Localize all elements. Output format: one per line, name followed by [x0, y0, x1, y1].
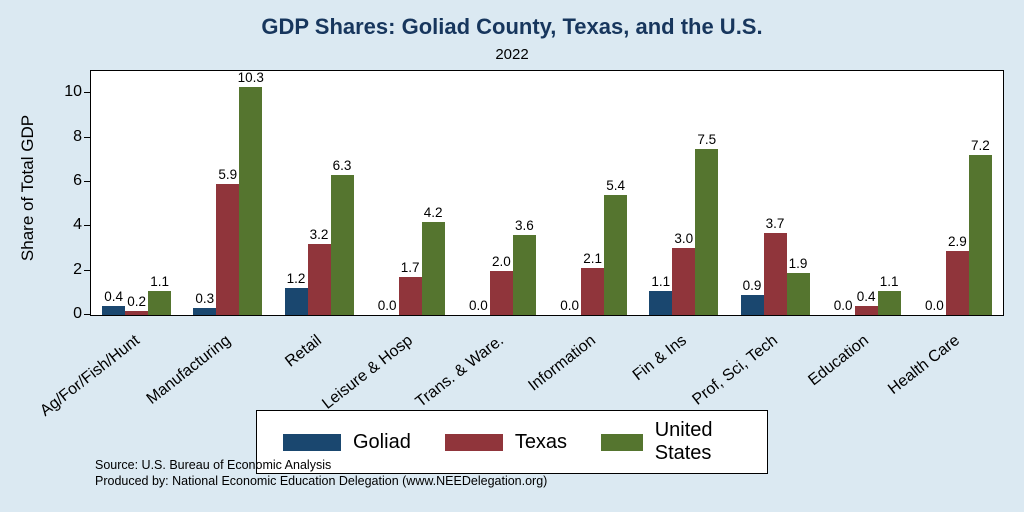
- bar-united-states: [604, 195, 628, 315]
- bar-united-states: [786, 272, 810, 315]
- legend-item-goliad: Goliad: [283, 431, 411, 454]
- bar-united-states: [330, 175, 354, 315]
- bar-value-label: 0.0: [560, 298, 579, 313]
- bar-texas: [125, 310, 149, 315]
- bar-value-label: 1.2: [286, 271, 306, 287]
- bar-value-label: 2.9: [948, 233, 967, 249]
- legend: Goliad Texas United States: [256, 410, 768, 474]
- bar-value-label: 1.1: [651, 273, 671, 289]
- bar-texas: [581, 268, 605, 315]
- bar-texas: [307, 244, 331, 315]
- bar-texas: [763, 232, 787, 315]
- y-tick-mark: [84, 225, 90, 227]
- source-note: Source: U.S. Bureau of Economic Analysis: [95, 458, 332, 472]
- legend-label: Texas: [514, 430, 568, 453]
- bar-value-label: 3.6: [515, 218, 534, 234]
- bar-value-label: 0.4: [104, 289, 123, 305]
- bar-value-label: 1.7: [400, 260, 420, 276]
- bar-value-label: 0.3: [195, 291, 215, 307]
- legend-swatch: [283, 433, 341, 451]
- bar-united-states: [512, 235, 536, 315]
- legend-swatch: [601, 433, 643, 451]
- bar-value-label: 7.5: [697, 131, 717, 147]
- bar-united-states: [148, 290, 172, 315]
- bar-value-label: 0.0: [469, 298, 488, 313]
- legend-swatch: [444, 433, 503, 451]
- y-tick-label: 0: [73, 305, 82, 322]
- bar-goliad: [102, 306, 126, 315]
- bar-value-label: 2.1: [583, 251, 602, 267]
- bar-goliad: [649, 290, 673, 315]
- bar-value-label: 6.3: [332, 158, 352, 174]
- bar-united-states: [421, 221, 445, 315]
- bar-value-label: 7.2: [971, 138, 990, 154]
- bar-value-label: 0.0: [833, 298, 853, 313]
- footnotes: Source: U.S. Bureau of Economic Analysis…: [95, 457, 547, 490]
- bar-value-label: 3.2: [309, 227, 329, 243]
- bar-value-label: 0.2: [127, 293, 146, 309]
- y-tick-mark: [84, 314, 90, 315]
- bar-value-label: 1.1: [879, 273, 899, 289]
- bar-value-label: 10.3: [237, 69, 264, 85]
- y-tick-label: 10: [64, 83, 82, 101]
- bar-united-states: [239, 86, 263, 315]
- bar-goliad: [740, 295, 764, 315]
- bar-value-label: 1.9: [788, 255, 808, 271]
- bar-texas: [398, 277, 422, 315]
- bar-united-states: [877, 290, 901, 315]
- legend-item-united-states: United States: [601, 419, 741, 465]
- bar-value-label: 3.7: [765, 215, 785, 231]
- legend-item-texas: Texas: [444, 430, 568, 454]
- y-tick-label: 6: [73, 171, 82, 189]
- chart-subtitle: 2022: [495, 46, 529, 63]
- y-tick-label: 2: [73, 260, 82, 278]
- bar-texas: [216, 184, 240, 315]
- y-tick-mark: [84, 180, 90, 182]
- y-tick-label: 4: [73, 216, 82, 234]
- bar-texas: [945, 250, 969, 315]
- bar-united-states: [695, 148, 719, 315]
- y-tick-label: 8: [73, 127, 82, 145]
- y-tick-mark: [84, 269, 90, 271]
- bar-value-label: 3.0: [674, 231, 694, 247]
- bar-texas: [489, 270, 513, 315]
- bar-goliad: [284, 288, 308, 315]
- bar-value-label: 0.0: [377, 298, 397, 313]
- bar-value-label: 1.1: [150, 273, 169, 289]
- bar-value-label: 0.9: [742, 278, 762, 294]
- bar-value-label: 0.0: [925, 298, 944, 313]
- bar-value-label: 0.4: [856, 289, 876, 305]
- plot-area: 0.4 0.2 1.1 0.3 5.9 10.3 1.2 3.2 6.3 0.0 1.7 4.2 0.0…: [90, 70, 1004, 316]
- bar-texas: [672, 248, 696, 315]
- bar-value-label: 4.2: [423, 204, 443, 220]
- y-tick-mark: [84, 92, 90, 94]
- y-axis-title: Share of Total GDP: [18, 114, 37, 262]
- bar-united-states: [968, 155, 992, 315]
- bar-texas: [854, 306, 878, 315]
- bar-value-label: 2.0: [492, 253, 511, 269]
- produced-by-note: Produced by: National Economic Education…: [95, 474, 548, 489]
- bar-goliad: [193, 308, 217, 315]
- chart-title: GDP Shares: Goliad County, Texas, and th…: [261, 14, 763, 39]
- legend-label: United States: [654, 419, 713, 464]
- y-tick-mark: [84, 136, 90, 138]
- bar-value-label: 5.4: [606, 178, 625, 194]
- bar-value-label: 5.9: [218, 167, 238, 183]
- legend-label: Goliad: [353, 430, 411, 453]
